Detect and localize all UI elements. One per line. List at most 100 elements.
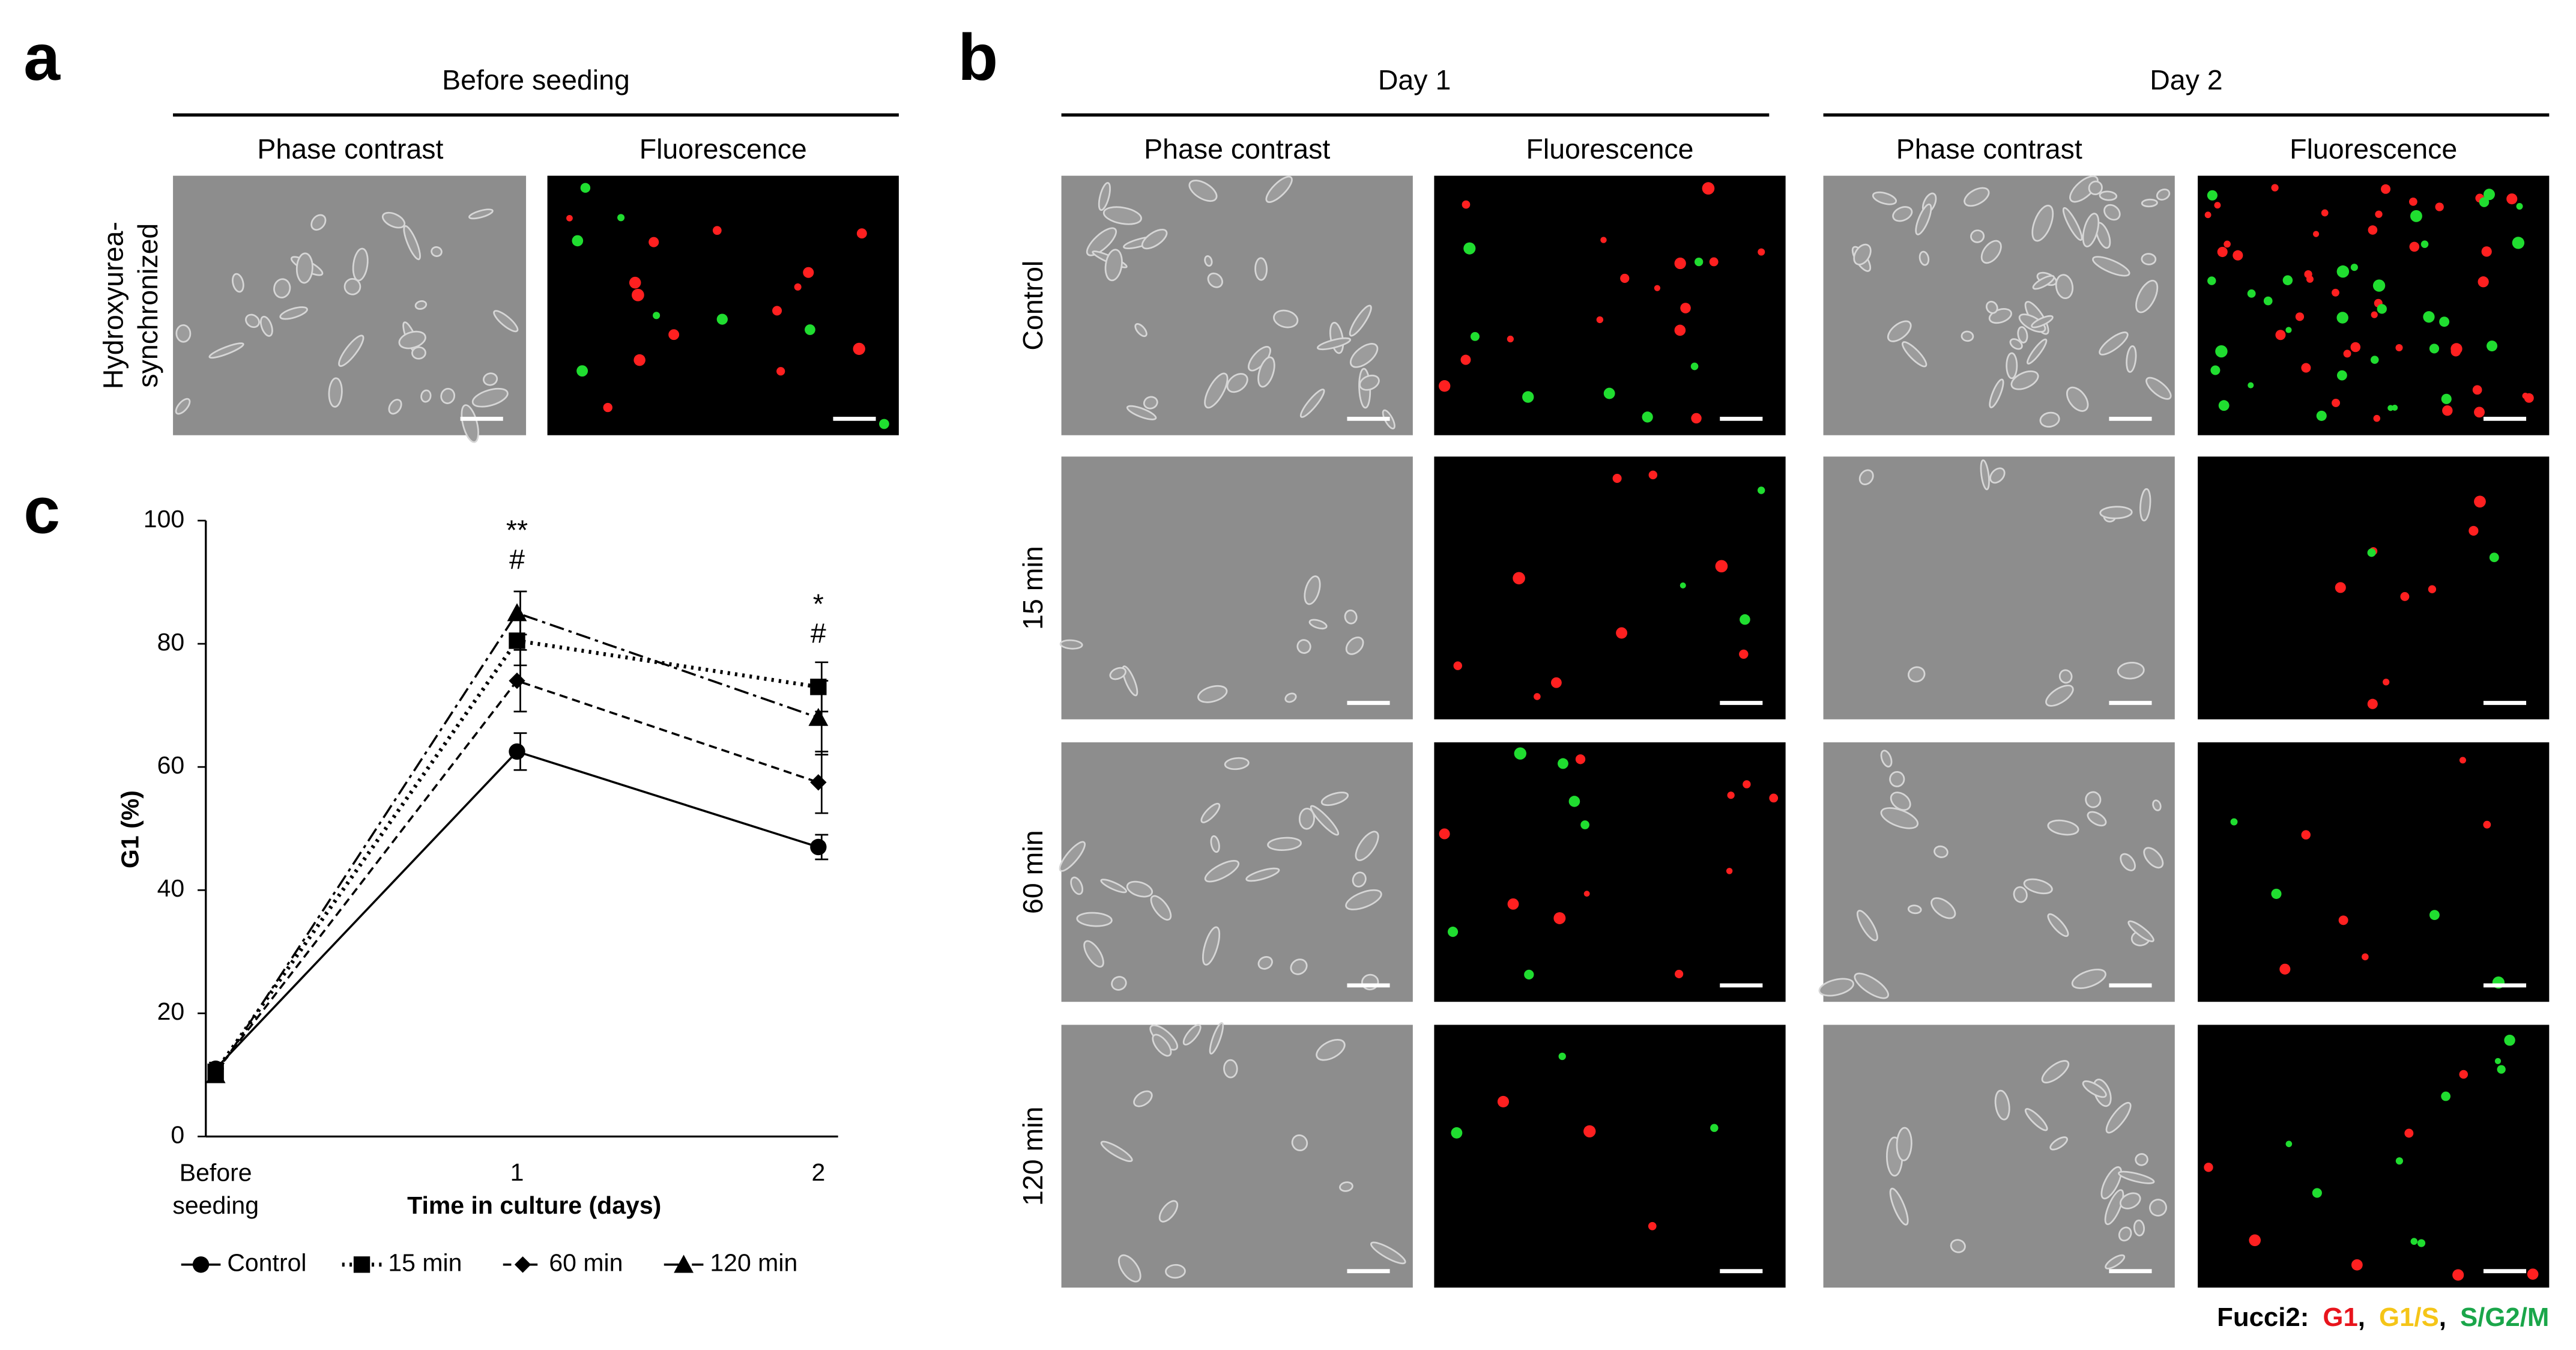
panel-title: Before seeding [442, 64, 630, 95]
cell-nucleus [2459, 1070, 2469, 1079]
cell [273, 278, 291, 298]
cell [175, 324, 192, 343]
cell-nucleus [1580, 820, 1589, 829]
column-header: Phase contrast [1144, 133, 1330, 165]
column-header: Phase contrast [257, 133, 443, 165]
cell-nucleus [2312, 1188, 2322, 1198]
cell-nucleus [2336, 370, 2347, 381]
cell-nucleus [2527, 1268, 2539, 1280]
cell [2133, 1219, 2145, 1236]
cell [2103, 204, 2121, 221]
legend-label: 60 min [549, 1249, 623, 1277]
phase-image [1061, 456, 1413, 719]
cell [1887, 320, 1912, 342]
cell [1141, 228, 1168, 250]
cell-nucleus [2204, 211, 2212, 219]
cell [1880, 749, 1893, 767]
cell-nucleus [580, 183, 591, 193]
cell [259, 315, 273, 337]
cell [1872, 191, 1897, 205]
phase-image [1823, 742, 2175, 1002]
cell-nucleus [2410, 210, 2422, 222]
phase-image [1061, 1025, 1413, 1288]
cell [461, 404, 479, 443]
marker [509, 743, 525, 760]
cell-nucleus [2285, 1140, 2293, 1148]
y-tick-label: 100 [144, 505, 184, 533]
cell-nucleus [805, 324, 815, 335]
marker [674, 1255, 694, 1273]
cell-nucleus [2248, 382, 2254, 389]
cell [2045, 685, 2074, 707]
cell-nucleus [772, 306, 782, 316]
annotation: ** [506, 514, 528, 545]
cell [1152, 1034, 1172, 1057]
legend-label: Control [227, 1249, 306, 1277]
cell [2099, 331, 2129, 356]
cell [2023, 878, 2053, 895]
cell-nucleus [1739, 649, 1749, 659]
cell [1985, 300, 1998, 314]
cell-nucleus [2420, 240, 2429, 248]
cell-nucleus [1583, 1125, 1596, 1138]
cell-nucleus [2474, 495, 2486, 508]
cell [1134, 323, 1147, 338]
cell-nucleus [1558, 758, 1568, 769]
cell [1964, 187, 1990, 207]
cell-nucleus [2373, 414, 2381, 422]
cell [1316, 337, 1352, 351]
cell-nucleus [1726, 868, 1733, 874]
y-tick-label: 20 [157, 997, 185, 1025]
cell-nucleus [1740, 614, 1750, 625]
cell [2143, 847, 2164, 869]
cell-nucleus [2408, 198, 2417, 206]
cell [2141, 253, 2157, 265]
cell-nucleus [2483, 189, 2495, 201]
marker [205, 1065, 226, 1083]
cell-nucleus [2478, 276, 2489, 288]
cell [2024, 1108, 2048, 1131]
cell-nucleus [1612, 474, 1622, 483]
cell [414, 300, 428, 310]
column-header: Fluorescence [639, 133, 807, 165]
cell [2105, 1254, 2126, 1270]
cell-nucleus [2381, 184, 2391, 194]
cell [2082, 1080, 2107, 1098]
cell-nucleus [2233, 250, 2243, 261]
cell [1133, 1090, 1153, 1107]
y-tick-label: 40 [157, 874, 185, 902]
cell-nucleus [1522, 391, 1534, 403]
marker [808, 707, 829, 726]
cell [2047, 913, 2069, 937]
cell-nucleus [2392, 404, 2398, 411]
cell-nucleus [2336, 265, 2350, 278]
column-header: Fluorescence [1526, 133, 1693, 165]
cell-nucleus [1642, 411, 1653, 423]
cell-nucleus [1600, 237, 1607, 243]
cell [1980, 459, 1990, 491]
cell [1100, 879, 1128, 894]
cell [431, 246, 443, 257]
cell [2092, 256, 2130, 277]
cell-nucleus [653, 312, 661, 319]
cell [1109, 667, 1126, 680]
cell-nucleus [776, 367, 785, 376]
cell [1197, 685, 1228, 703]
cell-nucleus [1603, 387, 1615, 399]
cell-nucleus [2383, 679, 2390, 686]
cell-nucleus [1439, 380, 1451, 392]
phase-name: G1 [2323, 1303, 2357, 1332]
cell-nucleus [2459, 757, 2466, 764]
cell-nucleus [2428, 585, 2437, 593]
cell [1961, 330, 1974, 342]
cell-nucleus [576, 365, 588, 377]
cell [1188, 180, 1218, 202]
cell [1320, 792, 1349, 807]
cell [1165, 1264, 1186, 1279]
cell-nucleus [2343, 350, 2351, 358]
cell-nucleus [2417, 1239, 2426, 1247]
marker [509, 672, 525, 689]
cell-nucleus [649, 237, 659, 247]
cell [279, 306, 308, 320]
row-label: 120 min [1017, 1107, 1048, 1206]
